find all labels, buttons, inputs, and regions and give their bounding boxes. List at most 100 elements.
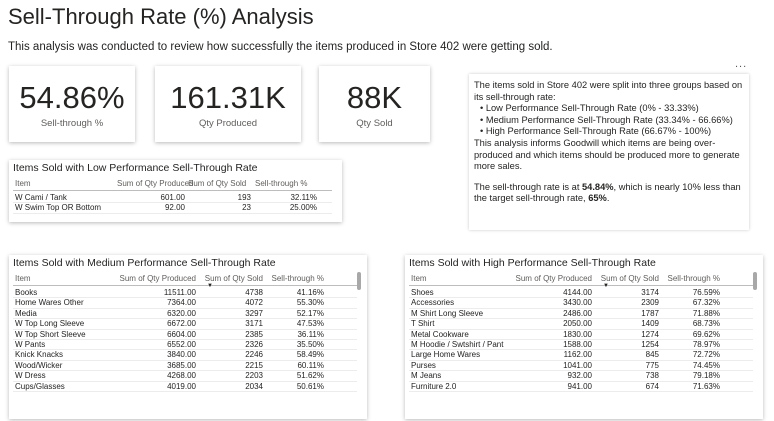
cell-sold: 2246 xyxy=(245,350,263,360)
more-options-icon[interactable]: ... xyxy=(735,58,748,70)
cell-rate: 72.72% xyxy=(692,350,720,360)
cell-sold: 23 xyxy=(242,203,251,213)
cell-item: Metal Cookware xyxy=(411,329,469,339)
cell-item: Purses xyxy=(411,360,436,370)
cell-item: Wood/Wicker xyxy=(15,360,63,370)
cell-rate: 78.97% xyxy=(692,340,720,349)
table-row[interactable]: Furniture 2.0 941.00 674 71.63% xyxy=(409,382,753,392)
table-row[interactable]: T Shirt 2050.00 1409 68.73% xyxy=(409,319,753,330)
cell-produced: 1588.00 xyxy=(563,340,592,349)
sort-descending-icon[interactable]: ▼ xyxy=(207,283,213,289)
kpi-card-sell-through[interactable]: 54.86% Sell-through % xyxy=(9,66,135,142)
table-row[interactable]: Purses 1041.00 775 74.45% xyxy=(409,360,753,372)
cell-rate: 58.49% xyxy=(296,350,324,360)
cell-rate: 36.11% xyxy=(297,329,324,339)
cell-sold: 1254 xyxy=(641,340,659,349)
column-header-sell-through[interactable]: Sell-through % xyxy=(667,274,720,283)
kpi-value: 161.31K xyxy=(170,80,286,115)
table-row[interactable]: M Jeans 932.00 738 79.18% xyxy=(409,371,753,382)
table-row[interactable]: W Top Short Sleeve 6604.00 2385 36.11% xyxy=(13,330,357,340)
kpi-value: 88K xyxy=(346,80,403,115)
note-paragraph: This analysis informs Goodwill which ite… xyxy=(474,137,740,172)
cell-item: W Pants xyxy=(15,340,46,349)
column-header-qty-produced[interactable]: Sum of Qty Produced xyxy=(117,179,194,188)
cell-rate: 25.00% xyxy=(289,203,317,213)
cell-item: T Shirt xyxy=(411,319,435,329)
page-subtitle: This analysis was conducted to review ho… xyxy=(8,41,553,53)
table-row[interactable]: Cups/Glasses 4019.00 2034 50.61% xyxy=(13,382,357,392)
cell-rate: 52.17% xyxy=(296,308,324,318)
table-row[interactable]: M Shirt Long Sleeve 2486.00 1787 71.88% xyxy=(409,309,753,320)
cell-sold: 674 xyxy=(645,381,659,391)
table-title: Items Sold with High Performance Sell-Th… xyxy=(409,257,656,269)
cell-item: Media xyxy=(15,308,37,318)
column-header-qty-sold[interactable]: Sum of Qty Sold xyxy=(188,179,247,188)
table-row[interactable]: Home Wares Other 7364.00 4072 55.30% xyxy=(13,298,357,309)
sort-descending-icon[interactable]: ▼ xyxy=(603,283,609,289)
table-row[interactable]: Accessories 3430.00 2309 67.32% xyxy=(409,298,753,309)
column-header-qty-produced[interactable]: Sum of Qty Produced xyxy=(515,274,592,283)
kpi-card-qty-sold[interactable]: 88K Qty Sold xyxy=(319,66,430,142)
cell-rate: 47.53% xyxy=(296,319,324,329)
table-row[interactable]: W Cami / Tank 601.00 193 32.11% xyxy=(13,193,332,204)
table-row[interactable]: M Hoodie / Swtshirt / Pant 1588.00 1254 78.… xyxy=(409,340,753,351)
note-conclusion: The sell-through rate is at 54.84%, whic… xyxy=(474,181,741,204)
high-performance-table[interactable]: Items Sold with High Performance Sell-Th… xyxy=(405,255,763,419)
table-row[interactable]: Large Home Wares 1162.00 845 72.72% xyxy=(409,350,753,361)
note-bullet: • High Performance Sell-Through Rate (66… xyxy=(480,126,712,137)
cell-item: Shoes xyxy=(411,288,434,297)
table-row[interactable]: Shoes 4144.00 3174 76.59% xyxy=(409,288,753,299)
cell-rate: 69.62% xyxy=(692,329,720,339)
cell-sold: 738 xyxy=(645,371,659,381)
column-header-qty-sold[interactable]: Sum of Qty Sold xyxy=(204,274,263,283)
cell-sold: 845 xyxy=(645,350,659,360)
cell-produced: 4019.00 xyxy=(167,381,196,391)
cell-produced: 3430.00 xyxy=(563,298,592,308)
cell-item: W Dress xyxy=(15,371,46,381)
table-row[interactable]: Knick Knacks 3840.00 2246 58.49% xyxy=(13,350,357,361)
cell-produced: 6672.00 xyxy=(167,319,196,329)
table-row[interactable]: W Pants 6552.00 2326 35.50% xyxy=(13,340,357,351)
kpi-value: 54.86% xyxy=(19,80,125,115)
table-row[interactable]: W Dress 4268.00 2203 51.62% xyxy=(13,371,357,382)
cell-produced: 941.00 xyxy=(567,381,592,391)
current-rate: 54.84% xyxy=(582,181,614,192)
medium-performance-table[interactable]: Items Sold with Medium Performance Sell-… xyxy=(9,255,367,419)
cell-produced: 1041.00 xyxy=(563,360,592,370)
cell-sold: 2034 xyxy=(245,381,263,391)
kpi-label: Qty Sold xyxy=(356,118,393,129)
cell-rate: 51.62% xyxy=(296,371,324,381)
cell-item: M Hoodie / Swtshirt / Pant xyxy=(411,340,504,349)
column-header-sell-through[interactable]: Sell-through % xyxy=(271,274,324,283)
scrollbar-thumb[interactable] xyxy=(357,272,361,290)
scrollbar-thumb[interactable] xyxy=(753,272,757,290)
table-title: Items Sold with Low Performance Sell-Thr… xyxy=(13,162,258,174)
cell-item: W Cami / Tank xyxy=(15,193,67,202)
column-header-sell-through[interactable]: Sell-through % xyxy=(255,179,308,188)
cell-item: Large Home Wares xyxy=(411,350,481,360)
kpi-card-qty-produced[interactable]: 161.31K Qty Produced xyxy=(155,66,301,142)
column-header-qty-sold[interactable]: Sum of Qty Sold xyxy=(600,274,659,283)
table-row[interactable]: Media 6320.00 3297 52.17% xyxy=(13,308,357,320)
column-header-item[interactable]: Item xyxy=(411,274,427,283)
cell-item: W Top Long Sleeve xyxy=(15,319,85,329)
table-row[interactable]: Wood/Wicker 3685.00 2215 60.11% xyxy=(13,360,357,372)
table-row[interactable]: Books 11511.00 4738 41.16% xyxy=(13,288,357,299)
cell-sold: 1274 xyxy=(641,329,659,339)
cell-produced: 1162.00 xyxy=(563,350,592,360)
table-row[interactable]: Metal Cookware 1830.00 1274 69.62% xyxy=(409,330,753,340)
cell-item: Accessories xyxy=(411,298,455,308)
cell-item: W Top Short Sleeve xyxy=(15,329,86,339)
cell-rate: 76.59% xyxy=(692,288,720,297)
table-row[interactable]: W Swim Top OR Bottom 92.00 23 25.00% xyxy=(13,203,332,214)
column-header-item[interactable]: Item xyxy=(15,274,31,283)
column-header-qty-produced[interactable]: Sum of Qty Produced xyxy=(119,274,196,283)
column-header-item[interactable]: Item xyxy=(15,179,31,188)
cell-produced: 1830.00 xyxy=(563,329,592,339)
note-intro: The items sold in Store 402 were split i… xyxy=(474,80,743,102)
low-performance-table[interactable]: Items Sold with Low Performance Sell-Thr… xyxy=(9,160,342,222)
table-row[interactable]: W Top Long Sleeve 6672.00 3171 47.53% xyxy=(13,319,357,330)
cell-sold: 2309 xyxy=(641,298,659,308)
cell-item: Books xyxy=(15,288,38,297)
cell-item: Home Wares Other xyxy=(15,298,84,308)
